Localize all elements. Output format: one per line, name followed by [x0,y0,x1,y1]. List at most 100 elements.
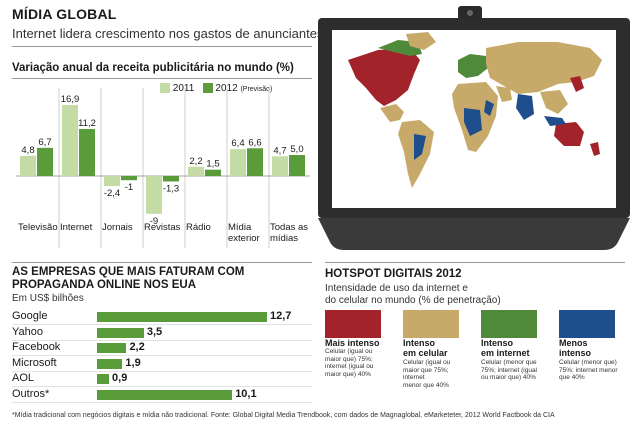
category-label: Mídia [228,222,252,233]
hotspot-desc: 75%; internet menor [559,366,618,374]
hbar-bar [97,312,267,322]
bar-chart-divider [12,78,312,79]
hbar-bar [97,374,110,384]
hotspot-swatch [325,310,381,338]
bar-2011-jornais [104,176,120,187]
hbar-category-label: AOL [12,372,35,384]
hotspot-desc: maior que) 75%; [325,355,373,363]
hotspot-label: Menos [559,338,588,348]
data-label: 16,9 [61,94,80,105]
hbar-divider-top [12,262,312,263]
hbar-chart-title-line1: AS EMPRESAS QUE MAIS FATURAM COM [12,266,245,278]
hotspot-desc: 75%; internet (igual [481,366,538,374]
hotspot-desc: que 40% [559,374,585,381]
page-title: MÍDIA GLOBAL [12,6,117,22]
hbar-category-label: Facebook [12,341,61,353]
hotspot-desc: maior que 75%; [403,366,449,374]
hbar-row-separator [12,401,312,403]
data-label: 4,7 [273,145,286,156]
data-label: -1,3 [163,183,179,194]
category-label: Rádio [186,222,211,233]
hbar-bar [97,327,144,338]
category-label: Revistas [144,222,181,233]
category-label: Jornais [102,222,133,233]
hbar-value-label: 0,9 [112,372,128,384]
hotspot-swatch [403,310,459,338]
hbar-chart-title-line2: PROPAGANDA ONLINE NOS EUA [12,279,197,291]
hotspot-label-line2: em celular [403,348,448,358]
hbar-value-label: 3,5 [146,325,163,338]
hbar-row-separator [12,370,312,372]
bar-2011-internet [62,105,78,176]
hotspot-desc: ou maior que) 40% [481,374,536,381]
footnote: *Mídia tradicional com negócios digitais… [12,412,555,419]
hbar-bar [97,389,233,400]
hbar-category-label: Microsoft [12,356,57,369]
data-label: 1,5 [206,159,219,170]
legend-swatch-2012 [202,83,213,94]
hotspot-label-line2: intenso [559,348,592,358]
hbar-row: Google 12,7 [12,309,312,325]
data-label: -9 [150,216,158,227]
hbar-value-label: 12,7 [270,310,292,322]
hbar-row-separator [12,355,312,356]
data-label: 5,0 [290,144,303,155]
bar-2012-jornais [121,176,137,181]
legend-swatch-2011 [160,83,170,94]
hotspot-label: Intenso [403,338,436,348]
legend-label-2012-note: (Previsão) [240,86,273,93]
hbar-row: Yahoo 3,5 [12,325,312,341]
title-divider [12,46,312,47]
bar-2012-mídia-exterior [247,148,263,176]
data-label: 2,2 [189,156,202,167]
category-label: Todas as [270,222,308,233]
category-label: exterior [228,233,260,244]
category-label: Internet [60,222,93,233]
hbar-value-label: 2,2 [129,341,145,353]
hbar-value-label: 1,9 [125,356,141,369]
hbar-row: AOL 0,9 [12,371,312,387]
data-label: 6,6 [248,137,261,148]
hbar-row-separator [12,386,312,387]
hotspot-desc: Celular (igual ou [403,359,451,366]
hotspot-desc: internet [403,374,425,381]
hotspot-desc-line1: Intensidade de uso da internet e [325,283,468,294]
hotspot-title: HOTSPOT DIGITAIS 2012 [325,268,462,280]
page-subtitle: Internet lidera crescimento nos gastos d… [12,26,324,41]
data-label: 6,4 [231,138,244,149]
category-label: Televisão [18,222,58,233]
bar-2011-rádio [188,166,204,176]
hotspot-desc: internet (igual ou [325,363,374,370]
hotspot-label-line2: em internet [481,348,530,358]
data-label: 6,7 [38,137,51,148]
hbar-category-label: Yahoo [12,325,43,338]
bar-2011-revistas [146,176,162,214]
hotspot-desc: maior que) 40% [325,370,371,378]
hotspot-desc: Celular (igual ou [325,348,373,355]
data-label: 11,2 [78,118,96,129]
hotspot-desc: Celular (menor que) [559,359,617,366]
hotspot-swatch [481,310,537,338]
bar-2012-televisão [37,147,53,176]
hbar-row: Facebook 2,2 [12,340,312,356]
hbar-row: Microsoft 1,9 [12,356,312,372]
hbar-category-label: Outros* [12,387,50,400]
hotspot-label: Intenso [481,338,514,348]
hotspot-swatch [559,310,615,338]
monitor-base [318,218,630,250]
legend-label-2011: 2011 [172,83,195,94]
hbar-row-separator [12,324,312,325]
bar-chart-title: Variação anual da receita publicitária n… [12,62,294,74]
bar-2012-rádio [205,169,221,176]
data-label: 4,8 [21,145,34,156]
ad-revenue-bar-chart: 4,8 6,7 Televisão 16,9 11,2 Internet -2,4 -1 Jor… [16,88,310,248]
hbar-bar [97,358,123,369]
hotspot-desc: menor que 40% [403,381,449,389]
hbar-value-label: 10,1 [235,387,257,400]
bar-2011-televisão [20,155,36,176]
bar-2011-todas-as-mídias [272,156,288,176]
hbar-category-label: Google [12,310,48,322]
bar-2012-todas-as-mídias [289,155,305,176]
hotspot-divider [325,262,625,263]
hotspot-label: Mais intenso [325,338,380,348]
